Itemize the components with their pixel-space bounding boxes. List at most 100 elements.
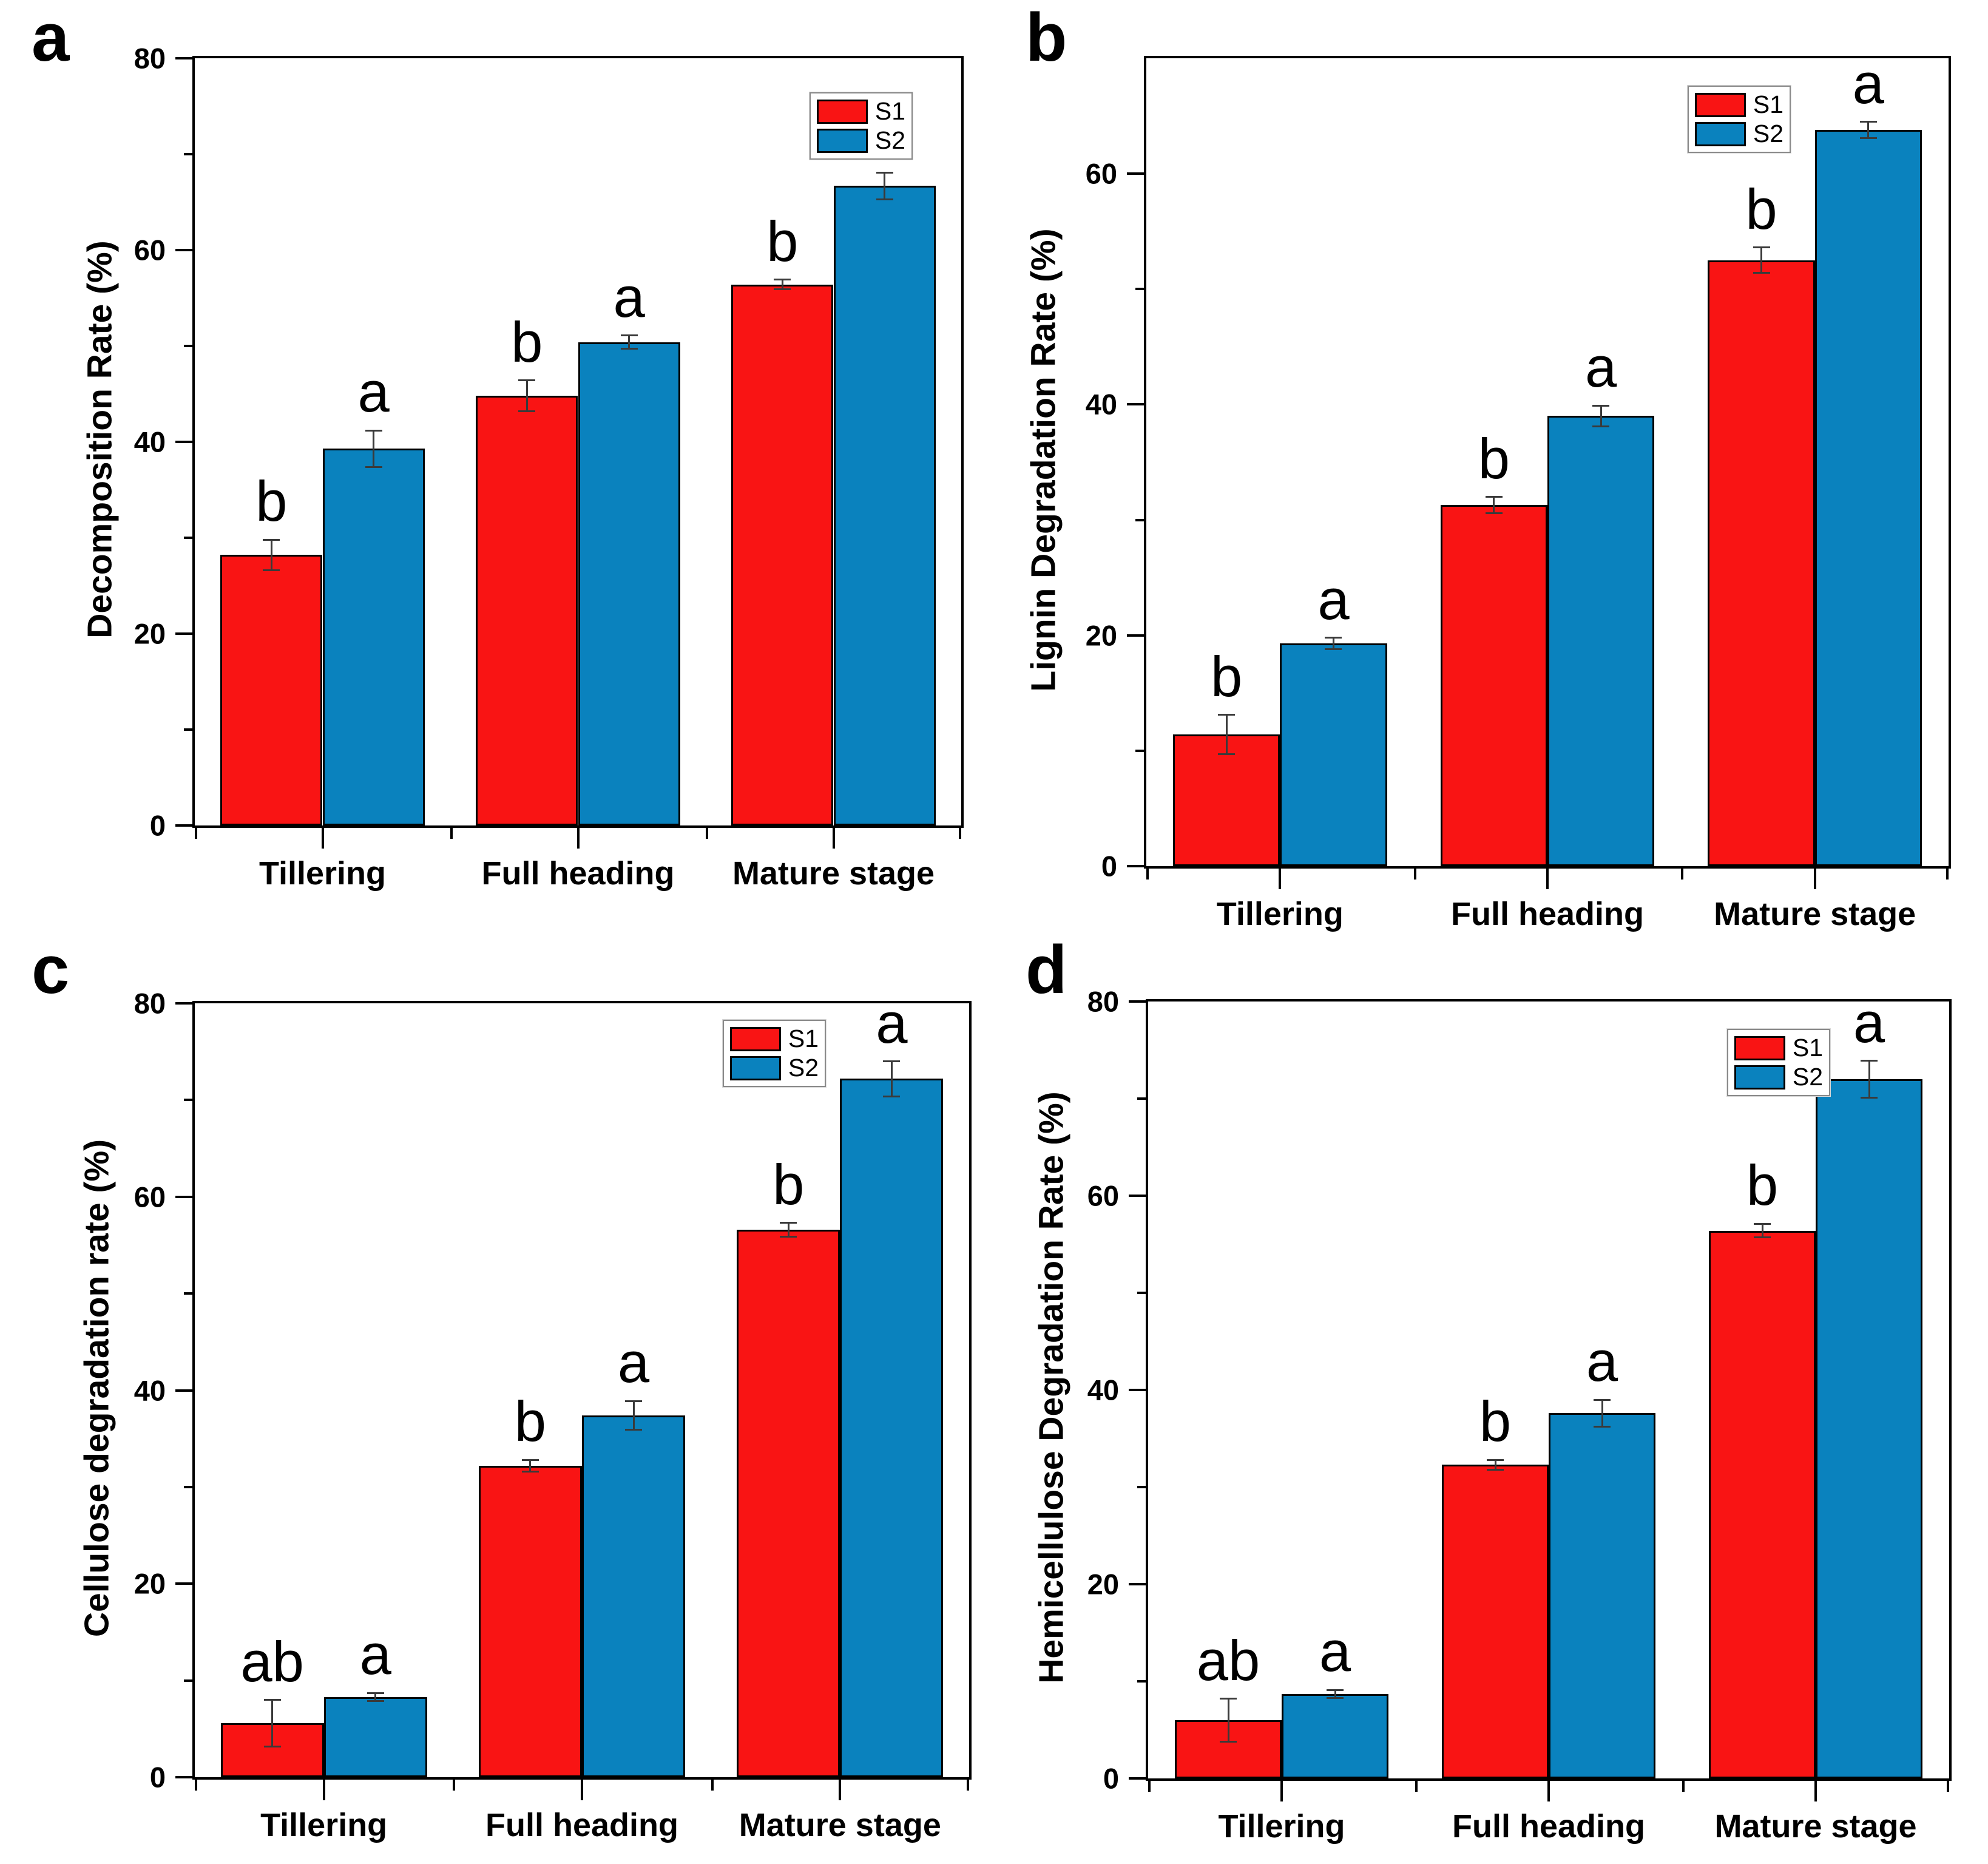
x-category-label: Tillering [1216, 896, 1344, 932]
y-major-tick [175, 1195, 195, 1198]
error-bar-cap-bottom [780, 1235, 797, 1238]
significance-letter: a [357, 360, 390, 424]
panel-c: c Cellulose degradation rate (%) 0 20 40 60… [0, 932, 994, 1864]
x-category-label: Tillering [1218, 1808, 1345, 1845]
y-axis-label: Decomposition Rate (%) [80, 240, 120, 639]
bar-s2-mature-stage [1816, 1079, 1922, 1778]
bar-s2-mature-stage [840, 1079, 944, 1777]
x-boundary-tick [450, 825, 453, 839]
error-bar-cap-bottom [365, 466, 382, 468]
x-category-label: Full heading [485, 1807, 678, 1843]
error-bar-line [1867, 121, 1870, 138]
error-bar-cap-top [1327, 1689, 1344, 1691]
error-bar-line [1760, 247, 1763, 273]
legend-label-s2: S2 [1753, 120, 1783, 147]
error-bar-cap-top [1220, 1698, 1237, 1700]
y-minor-tick [1137, 1097, 1148, 1100]
error-bar-cap-bottom [1594, 1426, 1611, 1428]
legend-swatch-s2 [1734, 1065, 1785, 1090]
x-category-tick [1546, 866, 1549, 889]
significance-letter: b [514, 1389, 547, 1454]
error-bar-line [1334, 1690, 1336, 1698]
x-category-label: Full heading [1452, 1808, 1645, 1845]
y-minor-tick [184, 153, 195, 155]
x-boundary-tick [195, 825, 197, 839]
error-bar-line [1227, 1698, 1229, 1742]
significance-letter: b [766, 209, 799, 273]
significance-letter: a [1586, 1329, 1618, 1393]
x-boundary-tick [706, 825, 708, 839]
bar-s2-full-heading [578, 342, 680, 825]
error-bar-line [1600, 405, 1602, 427]
significance-letter: ab [1196, 1628, 1260, 1692]
plot-area: 0 20 40 60 80 Tillering Full heading Mature sta… [134, 989, 972, 1842]
x-category-label: Mature stage [732, 855, 935, 892]
significance-letter: a [1852, 51, 1884, 115]
x-boundary-tick [711, 1777, 714, 1791]
legend-label-s1: S1 [788, 1025, 819, 1052]
error-bar-cap-top [1859, 121, 1877, 123]
significance-letter: a [876, 991, 908, 1055]
x-category-tick [322, 1777, 325, 1800]
error-bar-cap-top [883, 1060, 901, 1063]
legend: S1 S2 [809, 92, 913, 160]
significance-letter: b [1745, 177, 1777, 241]
significance-letter: b [1746, 1153, 1779, 1218]
error-bar-line [884, 172, 886, 200]
y-tick-label: 60 [134, 1181, 166, 1213]
error-bar-line [526, 380, 528, 412]
x-category-tick [1814, 1778, 1817, 1801]
error-bar-line [628, 335, 631, 349]
legend-swatch-s1 [1734, 1035, 1785, 1060]
error-bar-cap-bottom [1485, 512, 1503, 514]
y-minor-tick [1137, 1486, 1148, 1488]
significance-letter: a [359, 1622, 391, 1687]
bar-s1-mature-stage [731, 284, 834, 825]
error-bar-cap-top [1594, 1398, 1611, 1401]
legend-row: S2 [816, 128, 905, 153]
legend-row: S1 [1694, 92, 1783, 117]
legend: S1 S2 [1726, 1029, 1830, 1096]
y-tick-label: 20 [134, 1567, 166, 1600]
bar-s1-full-heading [1440, 504, 1547, 866]
x-category-label: Tillering [260, 1807, 388, 1843]
error-bar-cap-top [1861, 1060, 1878, 1062]
bar-s2-mature-stage [833, 186, 936, 825]
y-major-tick [1127, 865, 1146, 867]
error-bar-line [781, 279, 783, 290]
bar-s2-tillering [323, 1696, 427, 1777]
x-category-tick [576, 825, 580, 849]
plot-area: 0 20 40 60 Tillering Full heading Mature stage… [1086, 51, 1951, 930]
x-boundary-tick [1148, 1778, 1151, 1792]
y-major-tick [1129, 1583, 1148, 1585]
y-minor-tick [184, 1679, 195, 1682]
x-category-label: Tillering [259, 855, 387, 892]
error-bar-cap-top [365, 429, 382, 432]
error-bar-cap-top [263, 538, 280, 541]
x-category-tick [321, 825, 324, 849]
y-tick-label: 80 [1087, 985, 1119, 1018]
legend: S1 S2 [722, 1020, 826, 1087]
y-axis-label: Hemicellulose Degradation Rate (%) [1032, 1091, 1071, 1684]
error-bar-cap-top [620, 334, 638, 337]
significance-letter: a [1317, 567, 1350, 631]
x-category-tick [1547, 1778, 1550, 1801]
bar-s1-full-heading [1442, 1465, 1549, 1778]
y-minor-tick [1135, 518, 1146, 521]
y-minor-tick [184, 728, 195, 731]
panel-a: a Decomposition Rate (%) 0 20 40 60 80 Tiller… [0, 0, 994, 932]
error-bar-cap-bottom [1592, 425, 1610, 428]
bar-s2-tillering [1280, 643, 1387, 866]
error-bar-line [271, 1700, 274, 1746]
legend-row: S1 [816, 99, 905, 124]
error-bar-cap-top [1325, 637, 1342, 639]
error-bar-line [1601, 1400, 1603, 1427]
x-category-tick [832, 825, 835, 849]
panel-b: b Lignin Degradation Rate (%) 0 20 40 60 Til… [994, 0, 1988, 932]
error-bar-cap-bottom [521, 1470, 539, 1473]
bar-s1-full-heading [476, 396, 578, 825]
bar-s2-tillering [322, 449, 425, 825]
y-axis-label: Cellulose degradation rate (%) [77, 1139, 117, 1637]
x-boundary-tick [967, 1777, 969, 1791]
y-major-tick [175, 1776, 195, 1778]
